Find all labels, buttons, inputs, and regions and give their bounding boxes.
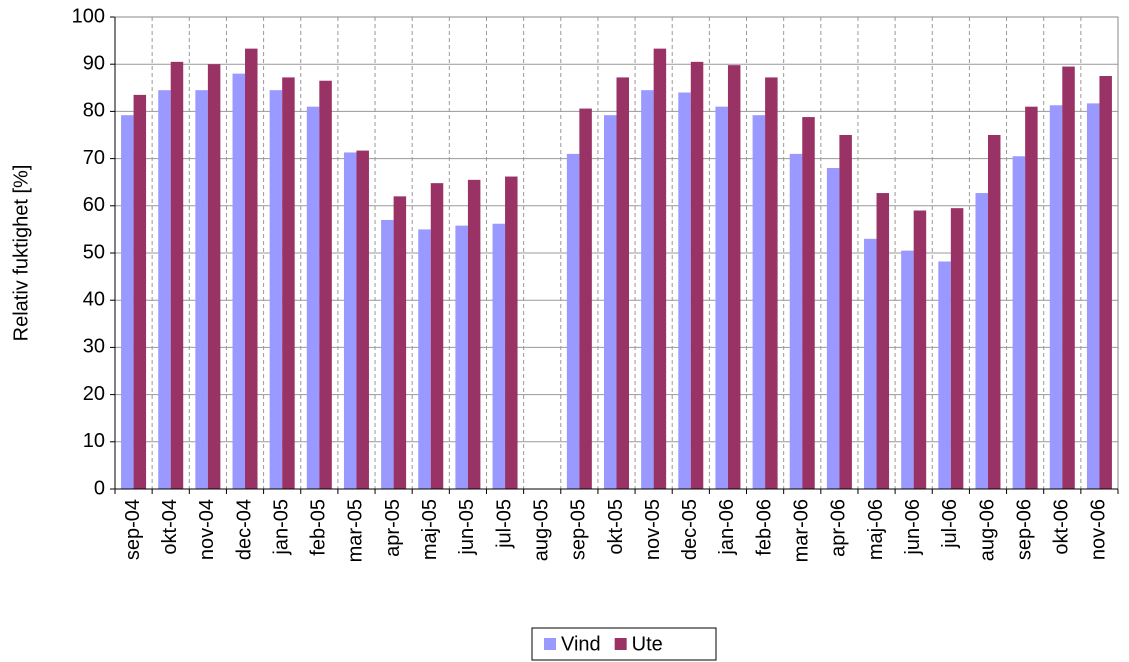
x-tick-label: dec-04 xyxy=(233,499,255,560)
bar xyxy=(195,90,208,489)
bar xyxy=(1025,106,1038,490)
bar xyxy=(566,153,580,489)
x-tick-label: sep-05 xyxy=(568,499,590,560)
bar xyxy=(938,261,951,489)
bar xyxy=(987,135,1001,489)
bar xyxy=(455,225,468,489)
bar xyxy=(1049,105,1063,489)
bar xyxy=(133,94,147,489)
bar xyxy=(604,115,617,490)
x-tick-label: okt-05 xyxy=(605,499,627,555)
bar xyxy=(678,92,691,490)
y-tick-label: 30 xyxy=(83,336,105,358)
bar xyxy=(950,208,964,489)
bar xyxy=(752,115,766,490)
bar xyxy=(876,193,890,489)
x-tick-label: nov-04 xyxy=(196,499,218,560)
y-tick-label: 80 xyxy=(83,100,105,122)
bar xyxy=(319,80,332,489)
legend-label: Ute xyxy=(632,633,663,655)
bar xyxy=(864,238,877,489)
bar xyxy=(381,219,394,489)
y-tick-label: 60 xyxy=(83,194,105,216)
x-tick-label: okt-06 xyxy=(1051,499,1073,555)
bar xyxy=(306,106,320,490)
bar xyxy=(616,77,629,489)
bar xyxy=(430,183,444,490)
bar xyxy=(715,106,728,490)
x-tick-label: apr-05 xyxy=(382,499,404,557)
x-tick-label: nov-05 xyxy=(642,499,664,560)
legend-swatch xyxy=(544,638,556,650)
bar xyxy=(1012,156,1026,490)
bar xyxy=(913,210,927,489)
x-tick-label: okt-04 xyxy=(159,499,181,555)
bar xyxy=(727,65,741,490)
bar xyxy=(653,48,667,490)
x-tick-label: maj-06 xyxy=(865,499,887,560)
x-tick-label: aug-06 xyxy=(976,499,998,561)
y-tick-label: 100 xyxy=(72,5,105,27)
bar xyxy=(492,223,506,489)
x-tick-label: jun-05 xyxy=(456,499,478,556)
bar xyxy=(1062,66,1075,489)
x-tick-label: feb-05 xyxy=(308,499,330,556)
bar xyxy=(802,117,815,490)
bar xyxy=(1099,76,1112,489)
bar xyxy=(393,196,407,490)
x-tick-label: jun-06 xyxy=(902,499,924,556)
bar xyxy=(789,153,803,489)
bar xyxy=(343,152,357,490)
x-tick-label: jul-06 xyxy=(939,499,961,549)
y-tick-label: 20 xyxy=(83,383,105,405)
bar xyxy=(579,108,592,490)
bar xyxy=(418,229,431,489)
x-tick-label: sep-06 xyxy=(1013,499,1035,560)
bar xyxy=(690,61,704,490)
y-axis-title: Relativ fuktighet [%] xyxy=(10,165,32,342)
bar xyxy=(839,135,852,489)
x-tick-label: mar-05 xyxy=(345,499,367,562)
y-tick-label: 10 xyxy=(83,430,105,452)
bar xyxy=(121,115,134,490)
bar xyxy=(158,90,171,489)
y-tick-label: 70 xyxy=(83,147,105,169)
y-tick-label: 40 xyxy=(83,288,105,310)
x-tick-label: jan-06 xyxy=(716,499,738,556)
bar xyxy=(901,250,914,489)
x-tick-label: feb-06 xyxy=(753,499,775,556)
x-tick-label: nov-06 xyxy=(1088,499,1110,560)
bar xyxy=(467,179,481,489)
x-tick-label: jan-05 xyxy=(270,499,292,556)
bar xyxy=(765,77,778,489)
x-tick-label: apr-06 xyxy=(828,499,850,557)
bar xyxy=(232,73,246,489)
bar xyxy=(505,176,518,489)
bar xyxy=(826,168,840,490)
y-tick-label: 0 xyxy=(94,477,105,499)
x-tick-label: mar-06 xyxy=(791,499,813,562)
legend-swatch xyxy=(614,638,627,650)
bar xyxy=(1086,103,1100,489)
x-tick-label: dec-05 xyxy=(679,499,701,560)
bar xyxy=(282,77,295,489)
legend-label: Vind xyxy=(561,633,601,655)
bar xyxy=(269,90,283,489)
x-tick-label: jul-05 xyxy=(493,499,515,549)
bar xyxy=(975,193,988,489)
y-tick-label: 90 xyxy=(83,52,105,74)
bar xyxy=(170,61,184,490)
bar xyxy=(641,90,654,489)
bar xyxy=(245,48,258,490)
bar xyxy=(356,150,369,490)
x-tick-label: maj-05 xyxy=(419,499,441,560)
x-tick-label: aug-05 xyxy=(530,499,552,561)
y-tick-label: 50 xyxy=(83,241,105,263)
x-tick-label: sep-04 xyxy=(122,499,144,560)
bar xyxy=(207,64,221,489)
